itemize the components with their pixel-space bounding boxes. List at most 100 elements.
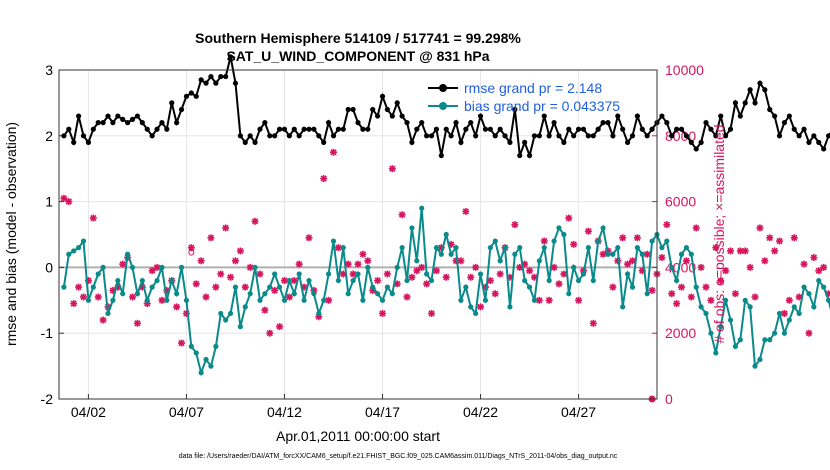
bias-series-point — [267, 284, 273, 290]
rmse-series-point — [296, 133, 302, 139]
obs-count-point — [236, 247, 244, 255]
bias-series-point — [624, 271, 631, 277]
obs-count-point — [462, 207, 470, 215]
obs-count-stroke — [379, 310, 386, 317]
y-axis-right-label: # of obs: o=possible; ×=assimilated — [711, 124, 727, 343]
rmse-series-point — [306, 126, 312, 132]
obs-count-stroke — [590, 320, 597, 327]
rmse-series-point — [105, 113, 111, 119]
obs-count-point — [320, 175, 328, 183]
rmse-series-point — [556, 133, 562, 139]
obs-count-stroke — [746, 264, 754, 271]
rmse-series-point — [767, 106, 773, 113]
rmse-series-point — [757, 80, 763, 86]
obs-count-stroke — [565, 214, 572, 222]
obs-count-stroke — [805, 330, 813, 337]
rmse-series-point — [208, 73, 214, 80]
obs-count-point — [815, 267, 823, 275]
rmse-series-point — [85, 139, 92, 145]
obs-count-stroke — [668, 290, 675, 297]
rmse-series-point — [571, 133, 577, 139]
obs-count-point — [491, 290, 499, 298]
bias-series-point — [713, 350, 719, 356]
obs-count-point — [393, 280, 401, 288]
rmse-series-point — [443, 126, 449, 132]
y-left-tick-label: 1 — [45, 194, 53, 210]
bias-series-point — [458, 297, 464, 303]
rmse-series-point — [139, 120, 145, 126]
obs-count-stroke — [65, 198, 72, 205]
rmse-series-point — [232, 80, 239, 86]
obs-count-point — [565, 214, 573, 222]
obs-count-point — [364, 257, 372, 265]
rmse-series-point — [149, 133, 155, 139]
rmse-series-point — [590, 133, 596, 139]
rmse-series-point — [286, 133, 292, 139]
rmse-series-point — [61, 133, 67, 139]
obs-count-point — [790, 234, 798, 242]
obs-count-point — [129, 293, 137, 301]
bias-series-point — [203, 356, 209, 363]
rmse-series-point — [644, 133, 650, 139]
obs-count-point — [403, 293, 411, 301]
obs-count-stroke — [178, 339, 185, 347]
bias-series-point — [762, 337, 768, 343]
obs-count-stroke — [403, 293, 411, 301]
bias-series-point — [276, 284, 283, 290]
obs-count-stroke — [291, 277, 298, 284]
obs-count-stroke — [398, 211, 406, 218]
obs-count-point — [682, 257, 690, 265]
bias-series-point — [786, 317, 792, 323]
bias-series-point — [463, 284, 469, 290]
rmse-series-point — [350, 106, 356, 113]
bias-series-point — [379, 297, 386, 303]
obs-count-stroke — [394, 280, 401, 288]
bias-series-point — [433, 245, 440, 251]
y-right-tick-label: 10000 — [665, 62, 704, 78]
rmse-series-point — [134, 113, 141, 119]
obs-count-point — [99, 316, 107, 324]
rmse-series-point — [536, 133, 542, 139]
bias-series-point — [404, 277, 410, 284]
obs-count-stroke — [188, 244, 195, 251]
bias-series-point — [144, 297, 150, 303]
obs-count-stroke — [619, 234, 626, 241]
obs-count-point — [687, 293, 695, 301]
obs-count-stroke — [173, 303, 180, 311]
rmse-series-point — [683, 133, 690, 139]
obs-count-point — [94, 293, 102, 301]
rmse-series-point — [708, 126, 714, 132]
rmse-series-point — [507, 139, 513, 145]
obs-count-point — [222, 224, 230, 232]
obs-count-stroke — [222, 224, 229, 232]
bias-series-point — [688, 251, 694, 257]
obs-count-stroke — [727, 247, 734, 255]
obs-count-stroke — [531, 274, 538, 281]
obs-count-stroke — [148, 267, 156, 274]
rmse-series-point — [531, 133, 538, 139]
obs-count-stroke — [761, 257, 769, 264]
obs-count-stroke — [349, 270, 357, 278]
bias-series-point — [664, 238, 670, 244]
rmse-series-point — [321, 139, 327, 145]
obs-count-point — [276, 323, 284, 331]
obs-count-stroke — [320, 175, 327, 182]
rmse-series-point — [164, 126, 170, 132]
rmse-series-point — [649, 126, 655, 132]
bias-series-point — [340, 245, 346, 251]
rmse-series-point — [330, 133, 337, 139]
obs-count-stroke — [737, 247, 744, 255]
bias-series-point — [816, 277, 822, 284]
rmse-series-point — [399, 113, 405, 119]
rmse-series-point — [76, 113, 82, 119]
obs-count-stroke — [384, 270, 391, 278]
bias-series-point — [448, 251, 454, 257]
obs-count-stroke — [751, 293, 759, 301]
rmse-series-point — [404, 120, 410, 126]
rmse-series-point — [693, 146, 699, 152]
rmse-series-point — [100, 120, 106, 126]
rmse-series-point — [370, 106, 376, 113]
bias-series-point — [394, 264, 400, 270]
obs-count-stroke — [193, 280, 200, 288]
rmse-series-point — [546, 133, 552, 139]
